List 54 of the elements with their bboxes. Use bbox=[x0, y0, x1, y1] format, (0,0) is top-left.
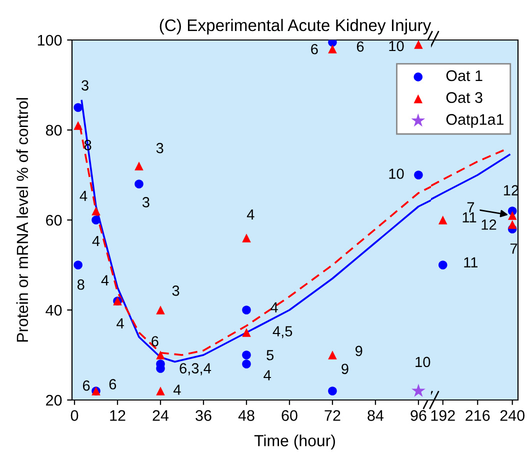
y-axis-title: Protein or mRNA level % of control bbox=[16, 98, 28, 342]
y-tick-label: 100 bbox=[38, 34, 62, 46]
legend-label: Oat 3 bbox=[446, 92, 482, 103]
annotation: 4,5 bbox=[272, 326, 292, 338]
y-tick-label: 60 bbox=[46, 214, 62, 226]
chart-title: (C) Experimental Acute Kidney Injury bbox=[160, 18, 432, 34]
legend-label: Oat 1 bbox=[446, 70, 482, 82]
annotation: 10 bbox=[389, 40, 404, 52]
annotation: 4 bbox=[101, 275, 109, 286]
legend-label: Oatp1a1 bbox=[446, 114, 504, 128]
x-tick-label: 96 bbox=[410, 410, 426, 421]
annotation: 4 bbox=[246, 210, 254, 220]
x-tick-label: 12 bbox=[110, 410, 126, 421]
x-tick-label: 240 bbox=[500, 410, 525, 421]
annotation: 4 bbox=[270, 302, 278, 312]
annotation: 6 bbox=[82, 380, 90, 391]
x-tick-label: 24 bbox=[152, 410, 169, 421]
x-tick-label: 48 bbox=[238, 410, 254, 421]
annotation: 4 bbox=[173, 384, 181, 395]
annotation: 3 bbox=[82, 80, 88, 91]
annotation: 6,3,4 bbox=[180, 363, 212, 376]
y-tick-label: 40 bbox=[46, 304, 62, 316]
annotation: 4 bbox=[264, 370, 271, 380]
annotation: 6 bbox=[356, 41, 364, 52]
y-tick-label: 20 bbox=[46, 394, 62, 406]
x-tick-label: 60 bbox=[282, 410, 298, 421]
annotation: 9 bbox=[355, 346, 362, 356]
annotation: 6 bbox=[109, 379, 116, 390]
annotation: 4 bbox=[116, 318, 124, 328]
annotation: 6 bbox=[152, 336, 158, 346]
annotation: 3 bbox=[172, 286, 180, 296]
x-tick-label: 84 bbox=[368, 410, 384, 421]
annotation: 8 bbox=[77, 279, 84, 290]
annotation: 7 bbox=[510, 244, 518, 254]
annotation: 5 bbox=[266, 350, 274, 360]
annotation: 10 bbox=[416, 356, 430, 368]
x-tick-label: 192 bbox=[431, 410, 455, 421]
x-tick-label: 36 bbox=[196, 410, 212, 421]
x-axis-title: Time (hour) bbox=[254, 434, 335, 450]
y-tick-label: 80 bbox=[46, 124, 62, 136]
annotation: 9 bbox=[342, 364, 348, 374]
annotation: 3 bbox=[156, 142, 164, 154]
annotation: 4 bbox=[92, 236, 100, 246]
x-tick-label: 0 bbox=[70, 410, 78, 421]
annotation: 7 bbox=[467, 202, 474, 212]
annotation: 10 bbox=[389, 168, 404, 179]
annotation: 11 bbox=[464, 257, 478, 268]
x-tick-label: 72 bbox=[324, 410, 340, 421]
x-tick-label: 216 bbox=[466, 410, 490, 421]
annotation: 4 bbox=[80, 190, 88, 201]
annotation: 6 bbox=[311, 44, 318, 54]
annotation: 3 bbox=[142, 197, 150, 208]
annotation: 12 bbox=[482, 219, 496, 230]
annotation: 11 bbox=[462, 212, 476, 222]
